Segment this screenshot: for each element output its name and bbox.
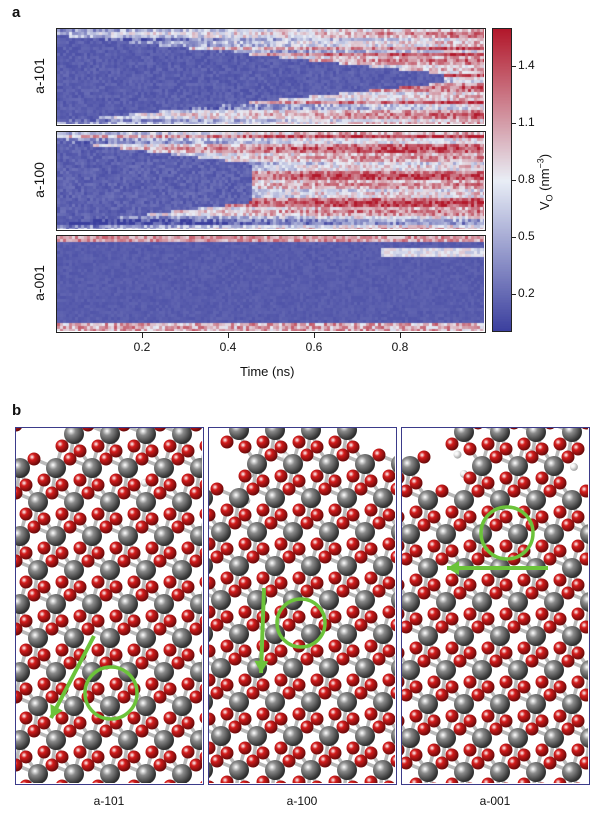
structure-svg-a-001 bbox=[402, 428, 588, 783]
colorbar-tick-label: 0.8 bbox=[518, 172, 535, 186]
x-tick bbox=[400, 333, 401, 338]
colorbar-label-sub: O bbox=[544, 194, 555, 202]
panel-label-a-101: a-101 bbox=[93, 794, 125, 808]
heatmap-canvas-a-101 bbox=[57, 29, 484, 124]
colorbar-tick-label: 0.2 bbox=[518, 286, 535, 300]
colorbar-label-close: ) bbox=[536, 153, 552, 159]
heatmap-canvas-a-100 bbox=[57, 132, 484, 229]
colorbar-tick-label: 0.5 bbox=[518, 229, 535, 243]
panel-label-a-001: a-001 bbox=[479, 794, 511, 808]
colorbar-tick-label: 1.1 bbox=[518, 115, 535, 129]
structure-svg-a-101 bbox=[16, 428, 202, 783]
x-tick-label: 0.8 bbox=[391, 340, 409, 354]
colorbar-gradient bbox=[493, 29, 511, 331]
structure-svg-a-100 bbox=[209, 428, 395, 783]
colorbar-tick bbox=[512, 294, 516, 295]
colorbar-tick bbox=[512, 66, 516, 67]
panel-b-label: b bbox=[12, 402, 22, 419]
x-tick bbox=[142, 333, 143, 338]
structure-panel-a-101 bbox=[15, 427, 204, 785]
heatmap-row-a-101 bbox=[56, 28, 486, 126]
x-tick-label: 0.6 bbox=[305, 340, 323, 354]
colorbar bbox=[492, 28, 512, 332]
x-axis-label: Time (ns) bbox=[240, 364, 295, 379]
colorbar-tick bbox=[512, 123, 516, 124]
colorbar-label-main: V bbox=[536, 201, 552, 211]
row-label-a-100: a-100 bbox=[31, 162, 47, 198]
colorbar-tick bbox=[512, 237, 516, 238]
structure-panel-a-100 bbox=[208, 427, 397, 785]
heatmap-canvas-a-001 bbox=[57, 236, 484, 331]
x-tick-label: 0.2 bbox=[133, 340, 151, 354]
colorbar-label: VO (nm−3) bbox=[536, 154, 555, 210]
heatmap-row-a-100 bbox=[56, 131, 486, 231]
panel-a-label: a bbox=[12, 4, 21, 21]
colorbar-tick bbox=[512, 180, 516, 181]
colorbar-tick-label: 1.4 bbox=[518, 58, 535, 72]
x-tick bbox=[314, 333, 315, 338]
heatmap-row-a-001 bbox=[56, 235, 486, 333]
row-label-a-101: a-101 bbox=[31, 58, 47, 94]
colorbar-label-unit: (nm bbox=[536, 168, 552, 195]
x-tick-label: 0.4 bbox=[219, 340, 237, 354]
x-tick bbox=[228, 333, 229, 338]
row-label-a-001: a-001 bbox=[31, 265, 47, 301]
structure-panel-a-001 bbox=[401, 427, 590, 785]
panel-label-a-100: a-100 bbox=[286, 794, 318, 808]
colorbar-label-exp: −3 bbox=[535, 158, 546, 169]
